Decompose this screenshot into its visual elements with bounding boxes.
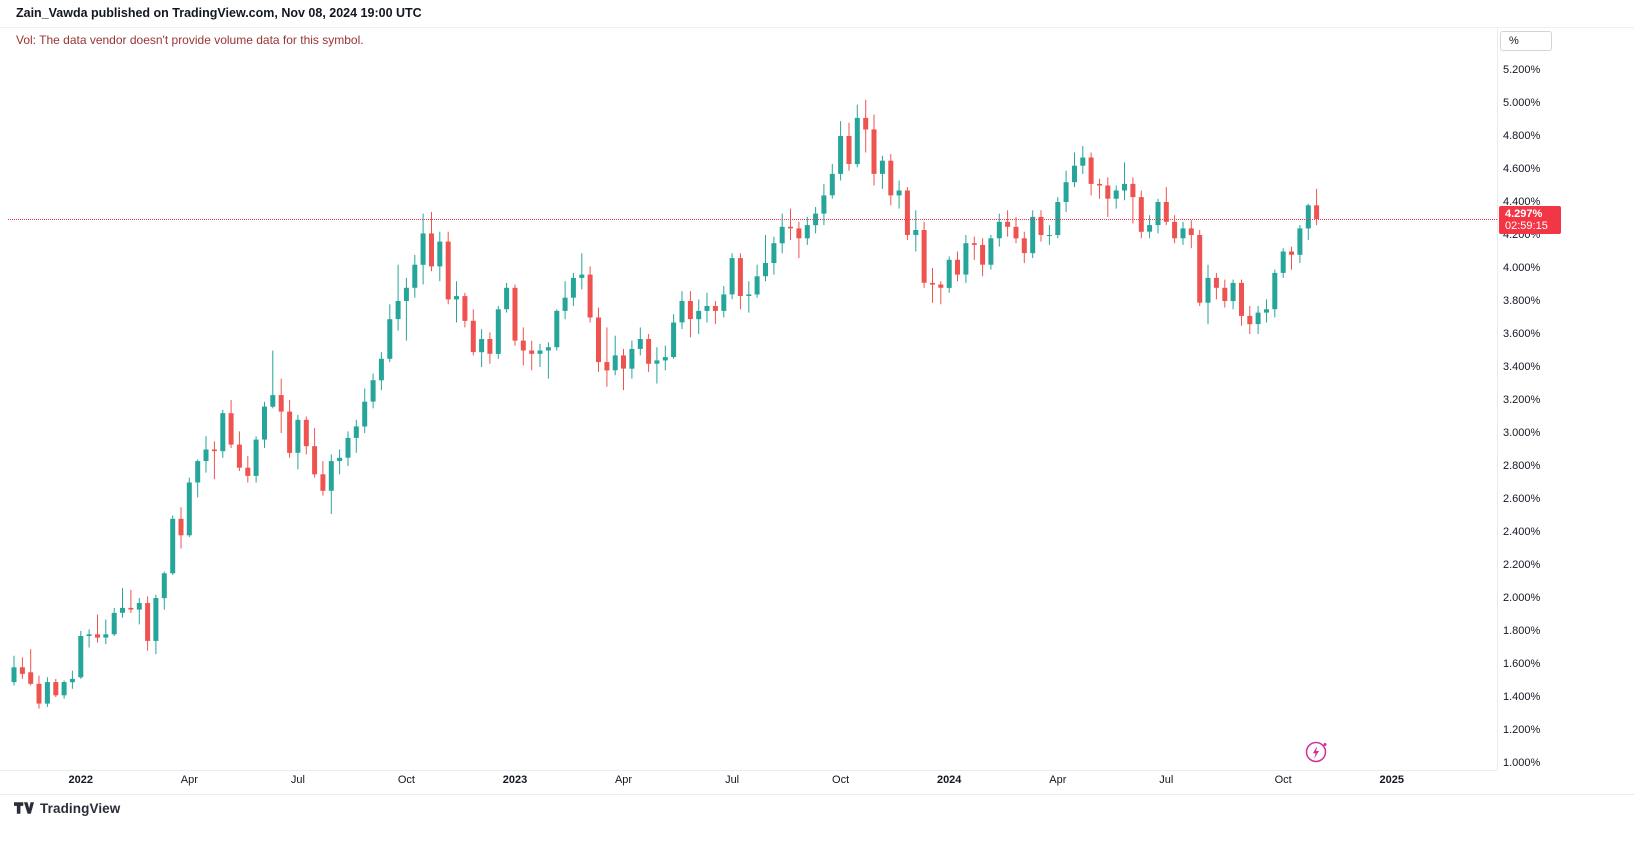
price-tick-label: 4.400% — [1503, 195, 1541, 208]
price-tick-label: 1.200% — [1503, 723, 1541, 736]
price-axis-divider — [1497, 28, 1498, 770]
bar-close-countdown: 02:59:15 — [1505, 220, 1548, 232]
time-tick-label: Oct — [397, 774, 415, 786]
tradingview-brand-text: TradingView — [40, 800, 121, 816]
price-tick-label: 4.000% — [1503, 261, 1541, 274]
time-tick-label: 2024 — [936, 774, 962, 786]
price-tick-label: 2.600% — [1503, 492, 1541, 505]
price-tick-label: 1.400% — [1503, 690, 1541, 703]
header-divider — [0, 27, 1634, 28]
time-tick-label: Jul — [725, 774, 740, 786]
price-tick-label: 3.800% — [1503, 294, 1541, 307]
price-tick-label: 3.600% — [1503, 327, 1541, 340]
time-tick-label: 2022 — [68, 774, 94, 786]
time-tick-label: Jul — [290, 774, 305, 786]
tradingview-logo-icon — [14, 802, 34, 814]
price-tick-label: 2.200% — [1503, 558, 1541, 571]
price-tick-label: 3.400% — [1503, 360, 1541, 373]
price-tick-label: 3.200% — [1503, 393, 1541, 406]
time-tick-label: Oct — [832, 774, 850, 786]
lightning-magic-icon — [1305, 741, 1327, 763]
percent-unit-label: % — [1509, 35, 1519, 47]
price-tick-label: 1.600% — [1503, 657, 1541, 670]
time-tick-label: Apr — [180, 774, 198, 786]
price-axis[interactable]: 5.200% 5.000% 4.800% 4.600% 4.400% 4.200% 4.00… — [1497, 28, 1634, 770]
volume-warning-text: Vol: The data vendor doesn't provide vol… — [16, 33, 364, 47]
price-tick-label: 2.400% — [1503, 525, 1541, 538]
magic-ai-button[interactable] — [1303, 738, 1331, 766]
time-tick-label: 2023 — [502, 774, 528, 786]
price-tick-label: 2.000% — [1503, 591, 1541, 604]
price-tick-label: 1.000% — [1503, 756, 1541, 769]
price-tick-label: 4.800% — [1503, 129, 1541, 142]
time-axis-divider — [0, 770, 1497, 771]
current-price-value: 4.297% — [1505, 208, 1543, 220]
time-tick-label: Jul — [1159, 774, 1174, 786]
current-price-line — [8, 219, 1497, 220]
footer-divider — [0, 794, 1634, 795]
time-tick-label: Apr — [1049, 774, 1067, 786]
time-tick-label: 2025 — [1379, 774, 1405, 786]
footer-brand[interactable]: TradingView — [14, 800, 120, 816]
time-axis[interactable]: 2022 Apr Jul Oct 2023 Apr Jul Oct 2024 Apr Jul Oct 2… — [0, 770, 1497, 796]
price-tick-label: 5.000% — [1503, 96, 1541, 109]
price-tick-label: 4.600% — [1503, 162, 1541, 175]
price-tick-label: 2.800% — [1503, 459, 1541, 472]
attribution-text: Zain_Vawda published on TradingView.com,… — [16, 6, 422, 20]
price-tick-label: 5.200% — [1503, 63, 1541, 76]
price-scale-unit-button[interactable]: % — [1500, 31, 1552, 51]
current-price-badge: 4.297% 02:59:15 — [1499, 206, 1561, 234]
time-tick-label: Apr — [614, 774, 633, 786]
price-tick-label: 3.000% — [1503, 426, 1541, 439]
price-tick-label: 1.800% — [1503, 624, 1541, 637]
time-tick-label: Oct — [1274, 774, 1292, 786]
